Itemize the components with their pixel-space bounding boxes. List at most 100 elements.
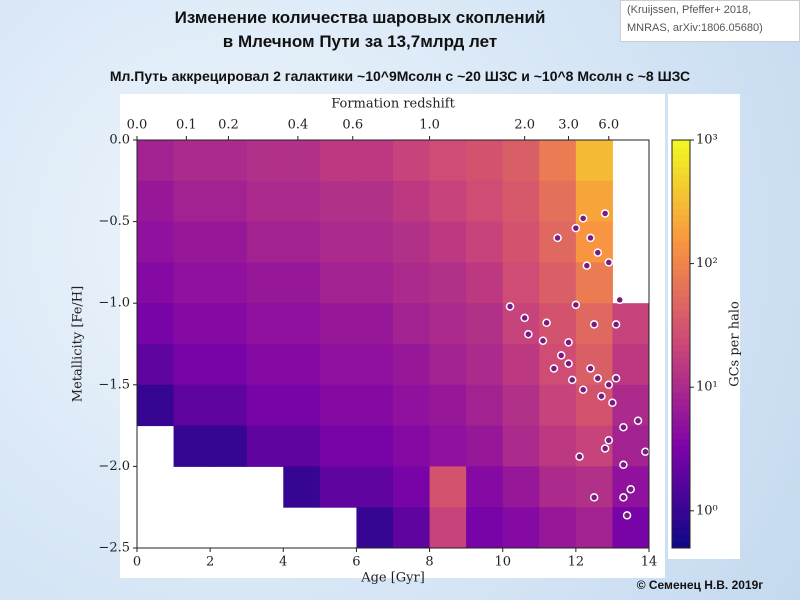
colorbar-segment: [672, 384, 690, 393]
heatmap-cell: [393, 221, 431, 263]
slide-title: Изменение количества шаровых скоплений в…: [100, 6, 620, 54]
heatmap-cell: [246, 221, 284, 263]
heatmap-cell: [466, 466, 504, 508]
heatmap-cell: [246, 262, 284, 304]
y-axis-label: Metallicity [Fe/H]: [71, 286, 86, 402]
gc-point: [604, 258, 614, 267]
colorbar-segment: [672, 228, 690, 236]
gc-point: [619, 422, 628, 432]
gc-point: [553, 233, 562, 243]
gc-point: [626, 484, 635, 494]
colorbar-tick-label: 10¹: [696, 380, 718, 395]
gc-point: [604, 380, 614, 390]
heatmap-cell: [502, 344, 540, 386]
heatmap-cell: [466, 180, 504, 223]
heatmap-cell: [575, 262, 613, 304]
heatmap-cell: [575, 221, 613, 263]
colorbar-segment: [672, 146, 690, 155]
heatmap-cell: [283, 140, 321, 182]
x2-axis-label: Formation redshift: [331, 97, 455, 112]
gc-point: [571, 300, 581, 310]
heatmap-cell: [393, 303, 431, 345]
colorbar-segment: [672, 214, 690, 223]
heatmap-cell: [502, 507, 540, 549]
x-tick-label: 4: [279, 555, 287, 570]
colorbar-segment: [672, 201, 690, 209]
gc-point: [589, 320, 599, 329]
colorbar-segment: [672, 466, 690, 474]
heatmap-cell: [466, 425, 504, 467]
colorbar-segment: [672, 323, 690, 331]
gc-point: [586, 364, 595, 373]
heatmap-cell: [502, 262, 540, 304]
heatmap-cell: [246, 180, 284, 223]
gc-point: [619, 493, 628, 502]
heatmap-cell: [539, 221, 577, 263]
colorbar-segment: [672, 371, 690, 379]
plot-frame: [136, 139, 650, 549]
title-line: Изменение количества шаровых скоплений: [174, 8, 546, 27]
colorbar-segment: [672, 174, 690, 182]
gc-point: [549, 364, 559, 373]
colorbar-segment: [672, 500, 690, 508]
x-axis-label: Age [Gyr]: [360, 571, 425, 586]
colorbar-segment: [672, 459, 690, 467]
heatmap-cell: [173, 303, 211, 345]
x2-tick-label: 3.0: [558, 118, 579, 133]
heatmap-cell: [319, 384, 357, 427]
gc-point: [622, 511, 632, 520]
colorbar-segment: [672, 337, 690, 345]
heatmap-cell: [539, 180, 577, 223]
heatmap-cell: [173, 140, 211, 182]
gc-point: [524, 329, 533, 339]
heatmap-cell: [612, 507, 650, 549]
heatmap-cell: [393, 262, 431, 304]
heatmap-cell: [283, 303, 321, 345]
heatmap-cell: [429, 140, 467, 182]
gc-point: [619, 460, 628, 470]
colorbar-segment: [672, 486, 690, 495]
x2-tick-label: 6.0: [598, 118, 619, 133]
heatmap-cell: [393, 344, 431, 386]
heatmap-cell: [210, 344, 248, 386]
heatmap-cell: [429, 262, 467, 304]
heatmap-cell: [246, 140, 284, 182]
x2-tick-label: 0.2: [218, 118, 239, 133]
heatmap-cell: [539, 507, 577, 549]
x-tick-label: 14: [641, 555, 658, 570]
x-tick-label: 12: [568, 555, 585, 570]
heatmap-cell: [319, 303, 357, 345]
gc-point: [608, 398, 617, 408]
heatmap-cell: [210, 262, 248, 304]
gc-point: [600, 444, 610, 453]
colorbar-segment: [672, 452, 690, 461]
colorbar-frame: [671, 139, 691, 549]
x-tick-label: 0: [133, 555, 141, 570]
citation: (Kruijssen, Pfeffer+ 2018, MNRAS, arXiv:…: [620, 0, 800, 42]
heatmap-cell: [539, 140, 577, 182]
heatmap-cell: [429, 425, 467, 467]
heatmap-cell: [246, 384, 284, 427]
colorbar-segment: [672, 167, 690, 175]
heatmap-cell: [539, 466, 577, 508]
heatmap-cell: [502, 425, 540, 467]
gc-point: [564, 338, 573, 347]
gc-point: [538, 336, 548, 345]
colorbar-segment: [672, 344, 690, 352]
x-tick-label: 6: [352, 555, 360, 570]
gc-point: [520, 313, 529, 323]
gc-point: [597, 391, 606, 401]
heatmap-cell: [393, 180, 431, 223]
heatmap-cell: [429, 221, 467, 263]
heatmap-cell: [356, 221, 394, 263]
copyright: © Семенец Н.В. 2019г: [636, 578, 764, 592]
heatmap-cell: [502, 180, 540, 223]
heatmap-cell: [575, 507, 613, 549]
heatmap-cell: [319, 466, 357, 508]
colorbar-segment: [672, 194, 690, 202]
x-tick-label: 10: [494, 555, 511, 570]
colorbar-label: GCs per halo: [728, 301, 743, 387]
heatmap-cell: [283, 425, 321, 467]
heatmap-cell: [466, 507, 504, 549]
heatmap-cell: [539, 425, 577, 467]
